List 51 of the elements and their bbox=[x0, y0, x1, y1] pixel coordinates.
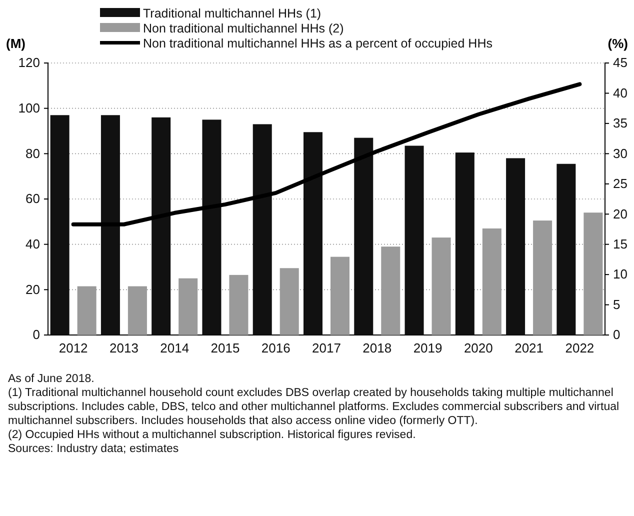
y-axis-title: (M) bbox=[6, 36, 26, 51]
source-note: Sources: Industry data; estimates bbox=[8, 442, 180, 456]
bar bbox=[100, 115, 120, 335]
bar bbox=[152, 117, 171, 335]
bar bbox=[432, 238, 451, 335]
y2-tick-label: 15 bbox=[613, 236, 628, 252]
y2-tick-label: 5 bbox=[613, 296, 620, 312]
bar bbox=[506, 158, 526, 335]
y2-tick-label: 35 bbox=[613, 116, 628, 131]
x-tick-label: 2017 bbox=[312, 340, 341, 356]
bar bbox=[354, 138, 374, 335]
line-series bbox=[71, 82, 582, 226]
x-tick-label: 2016 bbox=[261, 340, 290, 356]
y2-tick-label: 25 bbox=[613, 176, 628, 192]
y2-tick-label: 30 bbox=[613, 146, 628, 161]
legend-label: Traditional multichannel HHs (1) bbox=[143, 6, 322, 20]
x-tick-label: 2019 bbox=[413, 340, 442, 356]
y-tick-label: 20 bbox=[26, 282, 40, 297]
bar bbox=[381, 246, 400, 335]
y-tick-label: 40 bbox=[26, 236, 40, 252]
legend-label: Non traditional multichannel HHs as a percent of occupied HHs bbox=[143, 36, 492, 50]
y-tick-label: 120 bbox=[18, 55, 40, 70]
y-tick-label: 0 bbox=[32, 327, 40, 342]
y2-tick-label: 45 bbox=[613, 55, 628, 70]
bar bbox=[404, 146, 424, 335]
legend-label: Non traditional multichannel HHs (2) bbox=[143, 22, 344, 36]
x-tick-label: 2012 bbox=[58, 340, 88, 356]
x-tick-label: 2022 bbox=[565, 340, 594, 356]
bar bbox=[50, 115, 70, 335]
y-tick-label: 60 bbox=[26, 191, 40, 206]
y2-tick-label: 0 bbox=[613, 327, 620, 342]
x-tick-label: 2014 bbox=[160, 340, 190, 356]
text: As of June 2018. bbox=[8, 372, 96, 386]
bar bbox=[202, 120, 222, 335]
y2-axis-title: (%) bbox=[608, 36, 628, 51]
bar bbox=[252, 124, 272, 335]
y-tick-label: 80 bbox=[26, 146, 40, 161]
text: (1) Traditional multichannel household count excludes DBS overlap created by households taking multiple multichannel subscriptions. Includes cable, DBS, telco and other multichannel platforms. Excludes commercial subscribers and virtual multichannel subscribers. Includes households that also access online video (formerly OTT). bbox=[8, 386, 620, 428]
bar bbox=[304, 132, 322, 335]
y2-tick-label: 40 bbox=[613, 85, 628, 100]
x-tick-label: 2020 bbox=[464, 340, 493, 356]
x-tick-label: 2015 bbox=[210, 340, 240, 356]
x-tick-label: 2021 bbox=[514, 340, 544, 356]
x-tick-label: 2018 bbox=[362, 340, 392, 356]
text: (2) Occupied HHs without a multichannel subscription. Historical figures revised. bbox=[8, 428, 417, 442]
x-tick-label: 2013 bbox=[109, 340, 138, 356]
y2-tick-label: 10 bbox=[613, 266, 628, 282]
bar bbox=[455, 152, 474, 335]
bar bbox=[556, 164, 576, 335]
y-tick-label: 100 bbox=[18, 100, 40, 116]
y2-tick-label: 20 bbox=[613, 206, 628, 222]
